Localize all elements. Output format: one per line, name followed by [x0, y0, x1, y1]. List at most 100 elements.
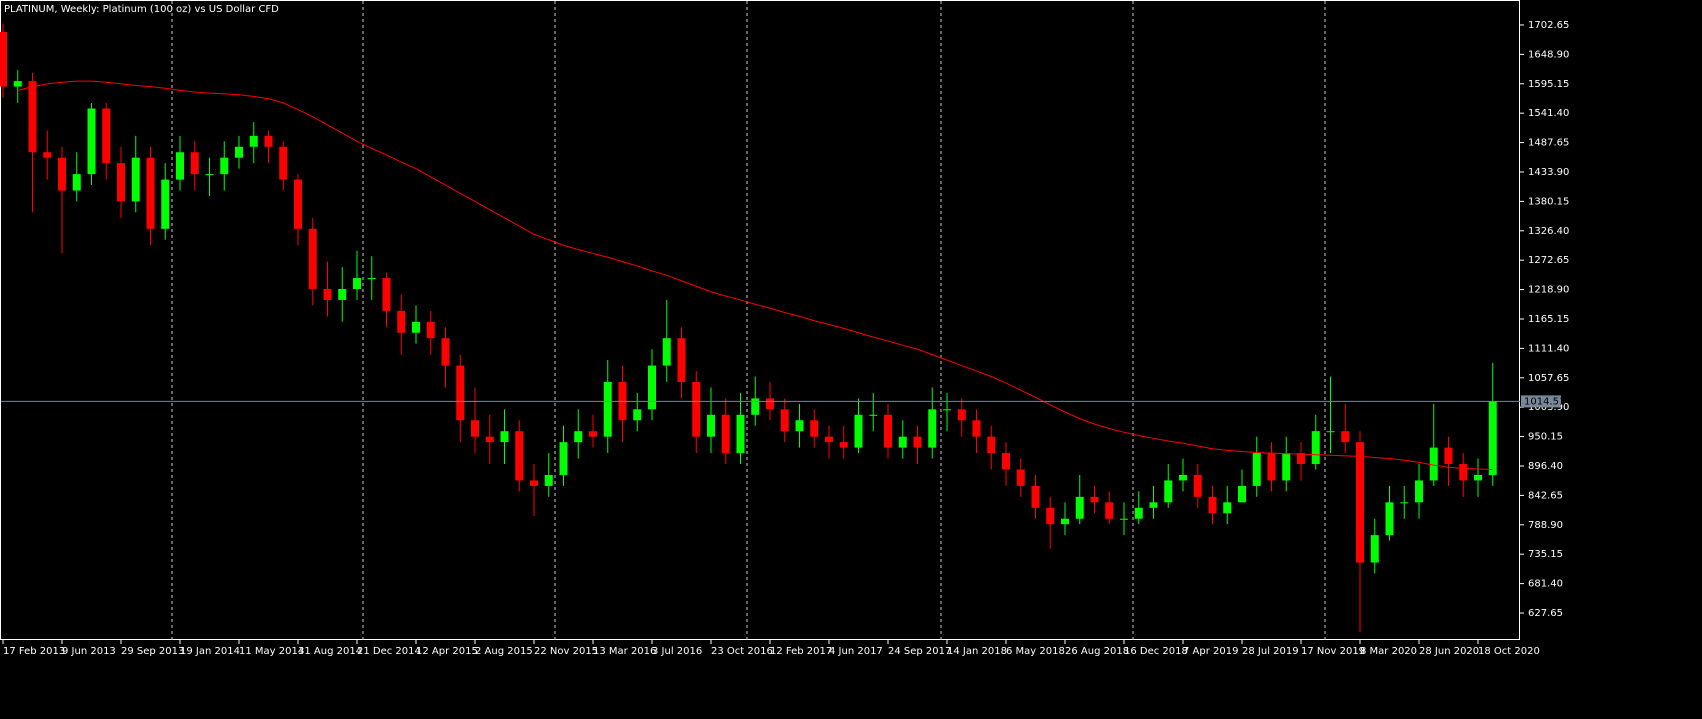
- x-tick-label: 21 Dec 2014: [357, 646, 421, 657]
- candle-body: [1105, 502, 1114, 519]
- candle-body: [72, 174, 81, 191]
- y-tick-label: 627.65: [1528, 608, 1563, 619]
- candle-body: [692, 381, 701, 437]
- candle-body: [1238, 485, 1246, 503]
- candle-body: [1429, 447, 1438, 481]
- candle-body: [1149, 502, 1158, 508]
- candle-body: [338, 288, 347, 300]
- last-price-box: [1521, 395, 1561, 408]
- chart-title: PLATINUM, Weekly: Platinum (100 oz) vs U…: [4, 4, 279, 15]
- candle-body: [456, 365, 465, 421]
- candle-body: [43, 152, 52, 158]
- x-tick-label: 12 Feb 2017: [770, 646, 832, 657]
- y-tick-label: 1272.65: [1528, 255, 1569, 266]
- candle-body: [559, 442, 568, 475]
- x-tick-label: 13 Mar 2016: [593, 646, 656, 657]
- y-tick-label: 735.15: [1528, 549, 1563, 560]
- candle-body: [397, 310, 406, 333]
- candle-body: [441, 338, 450, 366]
- x-tick-label: 24 Sep 2017: [888, 646, 951, 657]
- y-tick-label: 1541.40: [1528, 108, 1569, 119]
- candle-body: [146, 157, 155, 229]
- y-tick-label: 1702.65: [1528, 20, 1569, 31]
- x-tick-label: 12 Apr 2015: [416, 646, 478, 657]
- candle-body: [500, 431, 509, 443]
- candle-body: [869, 414, 878, 416]
- candle-body: [1444, 447, 1453, 465]
- candle-body: [1459, 464, 1468, 481]
- candle-body: [589, 431, 597, 437]
- candle-body: [367, 278, 376, 280]
- candle-body: [1311, 431, 1320, 465]
- candle-body: [1002, 453, 1010, 470]
- candle-body: [235, 146, 243, 158]
- candle-body: [972, 420, 981, 437]
- candle-body: [426, 321, 435, 339]
- y-tick-label: 1111.40: [1528, 343, 1569, 354]
- last-price-label: 1014.51: [1524, 396, 1565, 407]
- x-tick-label: 3 Jul 2016: [652, 646, 702, 657]
- candle-body: [913, 436, 922, 448]
- moving-average: [17, 80, 1493, 470]
- candle-body: [1193, 474, 1202, 497]
- x-tick-label: 9 Jun 2013: [62, 646, 116, 657]
- candle-body: [795, 420, 804, 432]
- x-tick-label: 4 Jun 2017: [829, 646, 883, 657]
- candle-body: [780, 409, 789, 432]
- candle-body: [825, 436, 833, 443]
- x-tick-label: 28 Jun 2020: [1419, 646, 1479, 657]
- y-tick-label: 1326.40: [1528, 226, 1569, 237]
- candle-body: [1252, 453, 1261, 486]
- x-tick-label: 17 Nov 2019: [1301, 646, 1365, 657]
- x-tick-label: 14 Jan 2018: [947, 646, 1007, 657]
- candle-body: [544, 474, 553, 486]
- candle-body: [736, 414, 745, 454]
- candle-body: [1179, 474, 1187, 481]
- candle-body: [412, 321, 420, 333]
- x-tick-label: 22 Nov 2015: [534, 646, 598, 657]
- candle-body: [117, 163, 125, 202]
- candle-body: [1370, 535, 1379, 563]
- plot-frame: [0, 0, 1520, 640]
- candle-body: [633, 409, 642, 421]
- candle-body: [898, 436, 907, 448]
- candle-body: [1031, 485, 1040, 508]
- y-tick-label: 681.40: [1528, 579, 1563, 590]
- y-tick-label: 950.15: [1528, 432, 1563, 443]
- candle-body: [1075, 496, 1084, 519]
- candle-body: [574, 431, 583, 443]
- y-tick-label: 1487.65: [1528, 138, 1569, 149]
- candle-body: [1400, 502, 1409, 504]
- y-tick-label: 896.40: [1528, 461, 1563, 472]
- x-tick-label: 29 Sep 2013: [121, 646, 184, 657]
- candle-body: [987, 436, 996, 454]
- y-tick-label: 1648.90: [1528, 49, 1569, 60]
- candle-body: [810, 420, 819, 437]
- candle-body: [751, 398, 760, 415]
- candle-body: [264, 135, 273, 147]
- y-tick-label: 788.90: [1528, 520, 1563, 531]
- y-tick-label: 1165.15: [1528, 314, 1569, 325]
- candle-body: [58, 157, 66, 191]
- candle-body: [884, 414, 892, 448]
- x-tick-label: 19 Jan 2014: [180, 646, 240, 657]
- y-tick-label: 1380.15: [1528, 196, 1569, 207]
- candle-body: [13, 81, 22, 87]
- y-tick-label: 1218.90: [1528, 285, 1569, 296]
- candle-body: [648, 365, 656, 410]
- candle-body: [0, 31, 7, 87]
- candle-body: [1282, 453, 1291, 481]
- candle-body: [485, 436, 494, 443]
- candle-body: [1297, 453, 1305, 465]
- y-tick-label: 1433.90: [1528, 167, 1569, 178]
- candle-body: [205, 174, 214, 176]
- candle-body: [854, 414, 863, 448]
- y-tick-label: 1595.15: [1528, 79, 1569, 90]
- candle-body: [1208, 496, 1217, 514]
- x-tick-label: 26 Aug 2018: [1065, 646, 1129, 657]
- candle-body: [1267, 453, 1276, 481]
- candle-body: [1474, 474, 1482, 481]
- x-tick-label: 2 Aug 2015: [475, 646, 533, 657]
